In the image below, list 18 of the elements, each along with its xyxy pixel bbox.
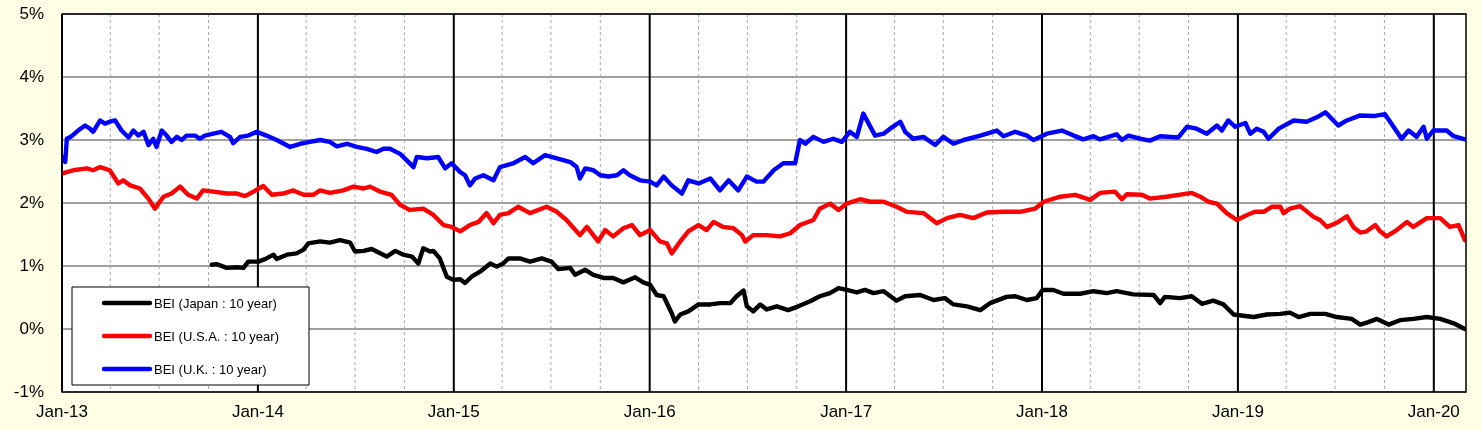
y-tick-label: 0% <box>19 318 44 338</box>
x-tick-label: Jan-20 <box>1407 401 1460 421</box>
legend-label: BEI (Japan : 10 year) <box>154 295 277 311</box>
x-tick-label: Jan-15 <box>427 401 480 421</box>
y-tick-label: 5% <box>19 3 44 23</box>
legend-label: BEI (U.S.A. : 10 year) <box>154 328 279 344</box>
x-tick-label: Jan-18 <box>1016 401 1068 421</box>
y-tick-label: 3% <box>19 129 44 149</box>
x-tick-label: Jan-13 <box>36 401 88 421</box>
y-tick-label: 4% <box>19 66 44 86</box>
y-tick-label: 1% <box>19 255 44 275</box>
y-tick-label: -1% <box>13 381 44 401</box>
x-tick-label: Jan-14 <box>231 401 284 421</box>
legend-label: BEI (U.K. : 10 year) <box>154 361 267 377</box>
x-tick-label: Jan-17 <box>820 401 873 421</box>
y-tick-label: 2% <box>19 192 44 212</box>
x-tick-label: Jan-16 <box>623 401 676 421</box>
x-tick-label: Jan-19 <box>1211 401 1264 421</box>
